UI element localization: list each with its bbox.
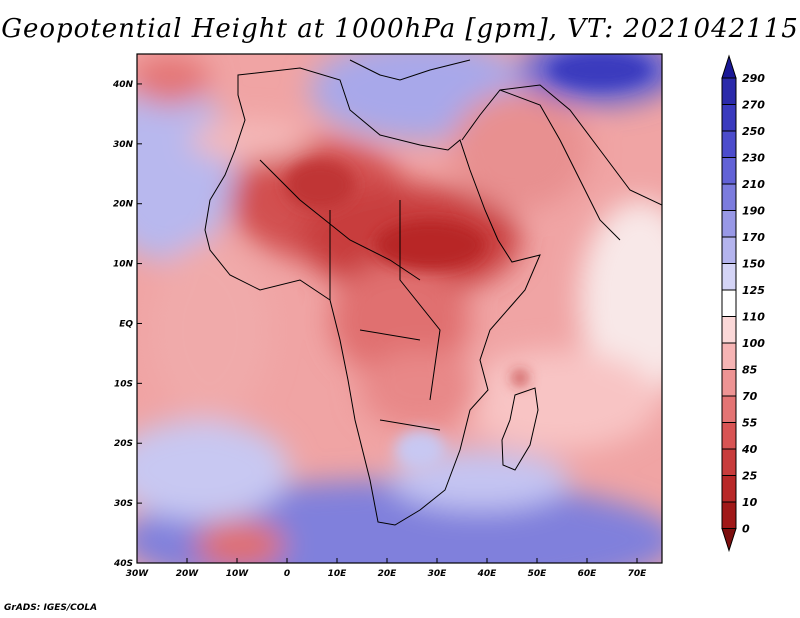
lon-tick-label: 10E xyxy=(328,569,348,579)
colorbar-swatch xyxy=(721,342,737,370)
colorbar-label: 270 xyxy=(742,99,765,112)
colorbar-swatch xyxy=(721,422,737,450)
colorbar-label: 55 xyxy=(742,417,758,430)
lat-tick-label: 20N xyxy=(113,200,134,210)
colorbar-swatch xyxy=(721,130,737,158)
colorbar-label: 100 xyxy=(742,337,765,350)
lat-tick-label: 10S xyxy=(114,379,133,389)
colorbar-label: 25 xyxy=(742,470,758,483)
colorbar-label: 150 xyxy=(742,258,765,271)
lat-tick-label: EQ xyxy=(119,319,133,329)
colorbar-swatch xyxy=(721,316,737,344)
lon-tick-label: 30W xyxy=(126,569,150,579)
colorbar: 2902702502302101901701501251101008570554… xyxy=(721,54,765,553)
latitude-axis: 40N 30N 20N 10N EQ 10S 20S 30S 40S xyxy=(112,80,142,569)
lat-tick-label: 40N xyxy=(112,80,134,90)
lat-tick-label: 10N xyxy=(113,260,134,270)
colorbar-bottom-arrow xyxy=(721,528,737,553)
lon-tick-label: 0 xyxy=(284,569,290,579)
lon-tick-label: 20E xyxy=(378,569,398,579)
colorbar-swatch xyxy=(721,210,737,238)
colorbar-swatch xyxy=(721,236,737,264)
colorbar-swatch xyxy=(721,263,737,291)
map-frame xyxy=(136,53,663,564)
lon-tick-label: 30E xyxy=(428,569,448,579)
lat-tick-label: 20S xyxy=(114,439,133,449)
grads-credit: GrADS: IGES/COLA xyxy=(4,603,98,613)
colorbar-label: 110 xyxy=(742,311,765,324)
map-title: Geopotential Height at 1000hPa [gpm], VT… xyxy=(1,14,799,44)
colorbar-label: 250 xyxy=(742,125,765,138)
colorbar-swatch xyxy=(721,369,737,397)
colorbar-label: 40 xyxy=(741,443,758,456)
colorbar-label: 170 xyxy=(742,231,765,244)
lon-tick-label: 60E xyxy=(578,569,598,579)
colorbar-swatch xyxy=(721,475,737,503)
colorbar-swatch xyxy=(721,289,737,317)
height-field xyxy=(137,54,662,563)
colorbar-swatch xyxy=(721,104,737,132)
lat-tick-label: 30N xyxy=(113,140,134,150)
lon-tick-label: 10W xyxy=(226,569,250,579)
colorbar-swatch xyxy=(721,395,737,423)
colorbar-swatch xyxy=(721,501,737,529)
colorbar-label: 230 xyxy=(742,152,765,165)
lon-tick-label: 70E xyxy=(628,569,648,579)
colorbar-swatch xyxy=(721,77,737,105)
colorbar-label: 70 xyxy=(742,390,758,403)
colorbar-swatch xyxy=(721,157,737,185)
colorbar-swatch xyxy=(721,183,737,211)
colorbar-swatch xyxy=(721,448,737,476)
coastlines xyxy=(204,59,662,526)
colorbar-label: 190 xyxy=(742,205,765,218)
colorbar-label: 125 xyxy=(742,284,765,297)
lon-tick-label: 40E xyxy=(477,569,498,579)
lon-tick-label: 50E xyxy=(528,569,548,579)
colorbar-label: 0 xyxy=(742,523,750,536)
lon-tick-label: 20W xyxy=(176,569,200,579)
longitude-axis: 30W 20W 10W 0 10E 20E 30E 40E 50E 60E 70E xyxy=(126,558,647,579)
colorbar-label: 210 xyxy=(742,178,765,191)
lat-tick-label: 30S xyxy=(114,499,133,509)
colorbar-label: 290 xyxy=(742,72,765,85)
lat-tick-label: 40S xyxy=(113,559,133,569)
colorbar-label: 10 xyxy=(742,496,758,509)
colorbar-label: 85 xyxy=(742,364,758,377)
colorbar-top-arrow xyxy=(721,54,737,79)
